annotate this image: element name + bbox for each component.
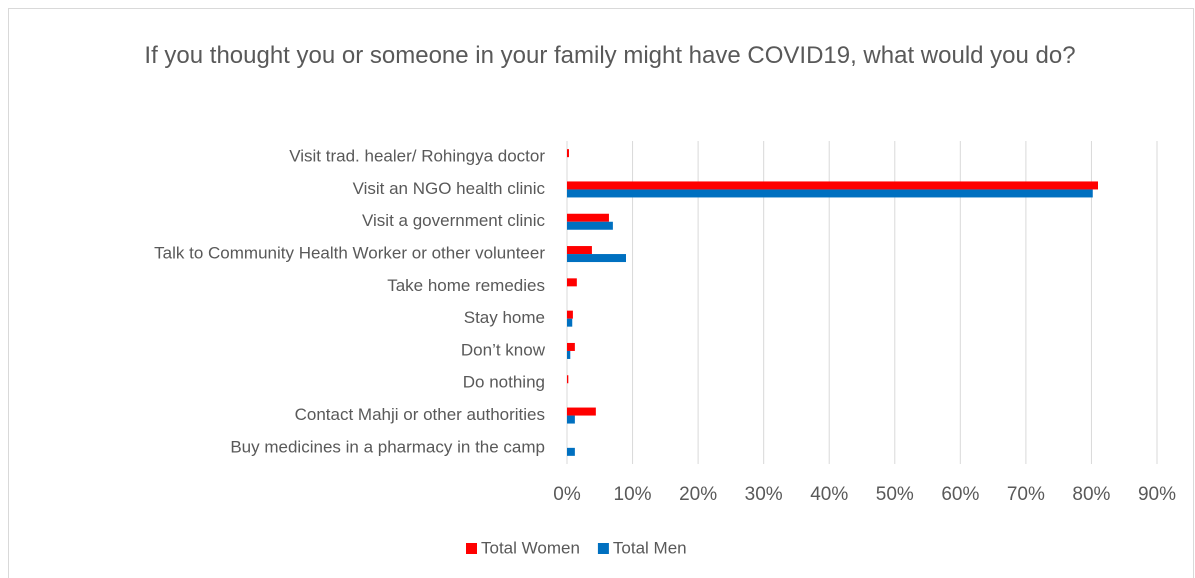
bar — [567, 350, 571, 359]
x-tick-label: 90% — [1138, 484, 1176, 505]
bar — [567, 415, 575, 424]
bar — [567, 149, 569, 158]
bar — [567, 189, 1093, 198]
bar — [567, 310, 573, 319]
legend-swatch — [466, 543, 477, 554]
x-tick-label: 20% — [679, 484, 717, 505]
bar — [567, 375, 569, 384]
bar — [567, 181, 1098, 190]
y-tick-label: Talk to Community Health Worker or other… — [154, 244, 545, 263]
x-tick-label: 70% — [1007, 484, 1045, 505]
y-tick-label: Buy medicines in a pharmacy in the camp — [230, 437, 545, 456]
y-tick-label: Contact Mahji or other authorities — [295, 405, 545, 424]
x-tick-label: 50% — [876, 484, 914, 505]
bar — [567, 213, 609, 222]
legend-label: Total Women — [481, 538, 580, 557]
bar — [567, 221, 613, 230]
y-tick-label: Visit a government clinic — [362, 211, 545, 230]
y-tick-label: Stay home — [464, 308, 545, 327]
legend-label: Total Men — [613, 538, 687, 557]
y-tick-label: Take home remedies — [387, 276, 545, 295]
chart-border — [8, 8, 1194, 578]
x-tick-label: 30% — [745, 484, 783, 505]
legend-swatch — [597, 543, 609, 554]
x-tick-label: 0% — [553, 484, 581, 505]
bar — [567, 318, 573, 327]
bar — [567, 407, 596, 416]
x-tick-label: 60% — [941, 484, 979, 505]
y-tick-label: Visit an NGO health clinic — [353, 179, 546, 198]
bar — [567, 447, 575, 456]
x-tick-label: 80% — [1072, 484, 1110, 505]
bar — [567, 342, 575, 351]
y-tick-label: Don’t know — [461, 340, 546, 359]
x-tick-label: 10% — [614, 484, 652, 505]
y-tick-label: Do nothing — [463, 373, 545, 392]
chart-title: If you thought you or someone in your fa… — [144, 42, 1076, 69]
y-tick-label: Visit trad. healer/ Rohingya doctor — [289, 147, 545, 166]
bar — [567, 278, 577, 287]
bar — [567, 254, 626, 263]
bar — [567, 246, 592, 255]
x-tick-label: 40% — [810, 484, 848, 505]
